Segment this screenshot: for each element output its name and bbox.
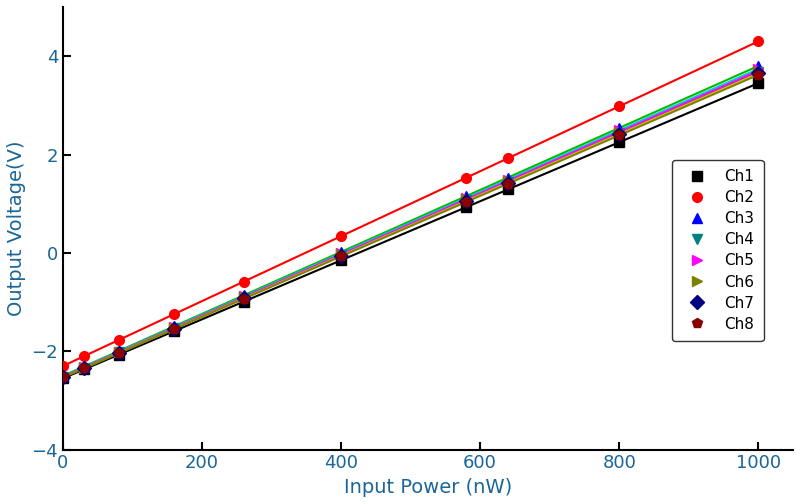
Ch3 xyxy=(170,323,179,329)
Ch6 xyxy=(114,349,123,355)
Ch1 xyxy=(79,366,89,372)
Line: Ch7: Ch7 xyxy=(58,69,763,382)
Ch8 xyxy=(754,72,763,78)
Ch8 xyxy=(462,199,471,205)
Ch3 xyxy=(58,373,68,379)
Ch5 xyxy=(614,128,624,134)
Ch7 xyxy=(170,326,179,332)
Ch2 xyxy=(79,353,89,359)
Ch2 xyxy=(239,279,249,285)
Ch8 xyxy=(58,374,68,381)
Ch2 xyxy=(614,103,624,109)
Ch7 xyxy=(79,365,89,371)
Ch8 xyxy=(614,133,624,139)
Ch3 xyxy=(336,249,346,255)
Ch6 xyxy=(754,68,763,74)
Ch7 xyxy=(239,295,249,301)
Ch4 xyxy=(114,349,123,355)
Ch6 xyxy=(239,294,249,300)
Legend: Ch1, Ch2, Ch3, Ch4, Ch5, Ch6, Ch7, Ch8: Ch1, Ch2, Ch3, Ch4, Ch5, Ch6, Ch7, Ch8 xyxy=(673,160,763,341)
Ch4 xyxy=(170,325,179,331)
Ch5 xyxy=(754,66,763,72)
Line: Ch3: Ch3 xyxy=(58,61,763,381)
Ch2 xyxy=(336,233,346,239)
Ch1 xyxy=(462,204,471,210)
Ch5 xyxy=(114,349,123,355)
Ch4 xyxy=(336,252,346,258)
Ch4 xyxy=(462,197,471,203)
Ch6 xyxy=(170,325,179,331)
Ch4 xyxy=(503,178,513,184)
Ch7 xyxy=(336,253,346,259)
Ch3 xyxy=(614,125,624,131)
Ch1 xyxy=(170,328,179,334)
Ch6 xyxy=(79,364,89,370)
Ch3 xyxy=(462,193,471,199)
Line: Ch8: Ch8 xyxy=(58,70,763,382)
Ch6 xyxy=(614,129,624,135)
Ch5 xyxy=(239,293,249,299)
Ch4 xyxy=(79,365,89,371)
Ch8 xyxy=(239,296,249,302)
Ch2 xyxy=(754,38,763,44)
Ch3 xyxy=(239,292,249,298)
Line: Ch4: Ch4 xyxy=(58,67,763,382)
Ch6 xyxy=(336,251,346,258)
Ch3 xyxy=(79,363,89,369)
Ch3 xyxy=(754,63,763,69)
Ch1 xyxy=(114,352,123,358)
Ch1 xyxy=(503,186,513,193)
Ch5 xyxy=(503,176,513,182)
Ch8 xyxy=(79,365,89,371)
Ch1 xyxy=(614,139,624,145)
Ch4 xyxy=(239,294,249,300)
Ch4 xyxy=(614,130,624,136)
Ch2 xyxy=(462,175,471,181)
Y-axis label: Output Voltage(V): Output Voltage(V) xyxy=(7,141,26,316)
Ch5 xyxy=(58,373,68,380)
Ch7 xyxy=(58,374,68,381)
Line: Ch1: Ch1 xyxy=(58,78,763,383)
Line: Ch6: Ch6 xyxy=(58,66,763,382)
Ch6 xyxy=(462,197,471,203)
Ch7 xyxy=(614,131,624,137)
Ch2 xyxy=(170,311,179,317)
Ch1 xyxy=(239,298,249,304)
Ch8 xyxy=(114,350,123,356)
Line: Ch2: Ch2 xyxy=(58,36,763,371)
Ch4 xyxy=(754,69,763,75)
Line: Ch5: Ch5 xyxy=(58,64,763,381)
X-axis label: Input Power (nW): Input Power (nW) xyxy=(344,478,512,497)
Ch5 xyxy=(462,195,471,201)
Ch4 xyxy=(58,374,68,380)
Ch6 xyxy=(58,374,68,380)
Ch8 xyxy=(503,181,513,187)
Ch7 xyxy=(503,180,513,186)
Ch7 xyxy=(114,350,123,356)
Ch6 xyxy=(503,178,513,184)
Ch1 xyxy=(58,375,68,382)
Ch2 xyxy=(114,337,123,343)
Ch7 xyxy=(754,71,763,77)
Ch1 xyxy=(336,257,346,263)
Ch5 xyxy=(79,364,89,370)
Ch3 xyxy=(503,174,513,180)
Ch3 xyxy=(114,348,123,354)
Ch2 xyxy=(58,363,68,369)
Ch2 xyxy=(503,155,513,161)
Ch8 xyxy=(170,326,179,332)
Ch1 xyxy=(754,80,763,86)
Ch7 xyxy=(462,198,471,204)
Ch5 xyxy=(170,324,179,330)
Ch8 xyxy=(336,254,346,260)
Ch5 xyxy=(336,250,346,257)
